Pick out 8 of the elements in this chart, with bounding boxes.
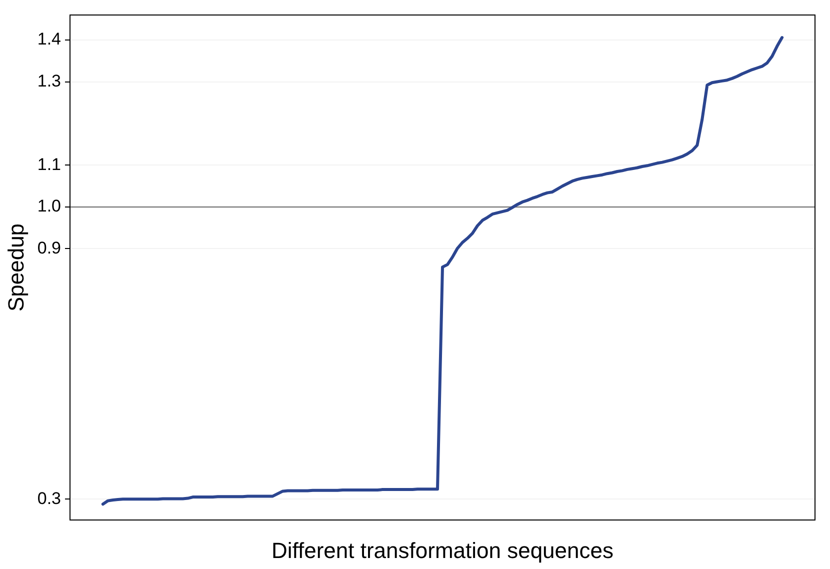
x-axis-title: Different transformation sequences: [272, 538, 614, 563]
y-axis-title: Speedup: [3, 223, 28, 312]
y-tick-label: 1.1: [37, 154, 61, 174]
y-tick-label: 1.3: [37, 71, 61, 90]
y-tick-label: 0.3: [37, 488, 61, 508]
y-tick-label: 1.4: [37, 30, 61, 49]
y-tick-label: 1.0: [37, 196, 61, 216]
y-tick-label: 0.9: [37, 238, 61, 258]
